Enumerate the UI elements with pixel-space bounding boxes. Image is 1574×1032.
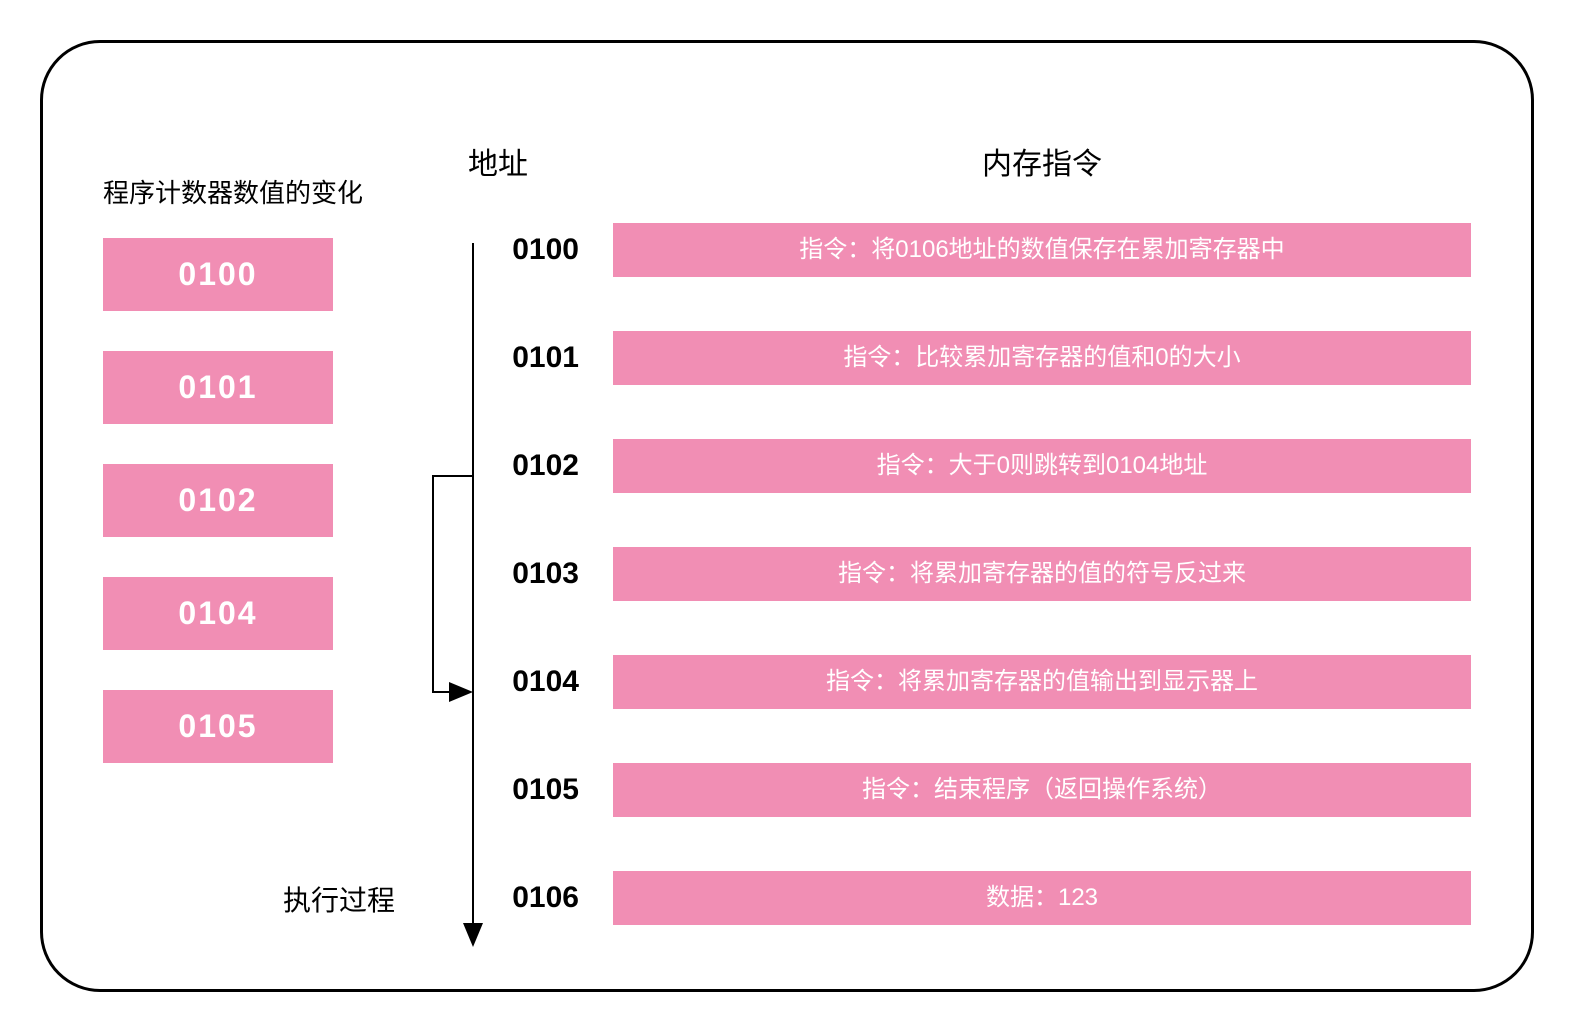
instruction-row: 指令：将累加寄存器的值输出到显示器上 — [613, 655, 1471, 709]
counter-value: 0101 — [103, 351, 333, 424]
counter-value: 0102 — [103, 464, 333, 537]
program-counter-title: 程序计数器数值的变化 — [103, 173, 383, 210]
instruction-row: 指令：将0106地址的数值保存在累加寄存器中 — [613, 223, 1471, 277]
execution-process-label: 执行过程 — [283, 879, 395, 919]
address-column: 地址 — [413, 93, 583, 939]
flow-svg — [413, 233, 583, 993]
instruction-list: 指令：将0106地址的数值保存在累加寄存器中 指令：比较累加寄存器的值和0的大小… — [613, 223, 1471, 925]
diagram-frame: 程序计数器数值的变化 0100 0101 0102 0104 0105 地址 — [40, 40, 1534, 992]
counter-value: 0100 — [103, 238, 333, 311]
instruction-header: 内存指令 — [613, 139, 1471, 183]
address-header: 地址 — [413, 139, 583, 183]
counter-value: 0104 — [103, 577, 333, 650]
instruction-row: 指令：大于0则跳转到0104地址 — [613, 439, 1471, 493]
counter-list: 0100 0101 0102 0104 0105 — [103, 238, 383, 763]
instruction-row: 指令：将累加寄存器的值的符号反过来 — [613, 547, 1471, 601]
diagram-content: 程序计数器数值的变化 0100 0101 0102 0104 0105 地址 — [103, 93, 1471, 939]
counter-value: 0105 — [103, 690, 333, 763]
instruction-column: 内存指令 指令：将0106地址的数值保存在累加寄存器中 指令：比较累加寄存器的值… — [613, 93, 1471, 939]
instruction-row: 数据：123 — [613, 871, 1471, 925]
instruction-row: 指令：结束程序（返回操作系统） — [613, 763, 1471, 817]
instruction-row: 指令：比较累加寄存器的值和0的大小 — [613, 331, 1471, 385]
flow-arrows — [413, 233, 583, 993]
program-counter-column: 程序计数器数值的变化 0100 0101 0102 0104 0105 — [103, 93, 383, 939]
